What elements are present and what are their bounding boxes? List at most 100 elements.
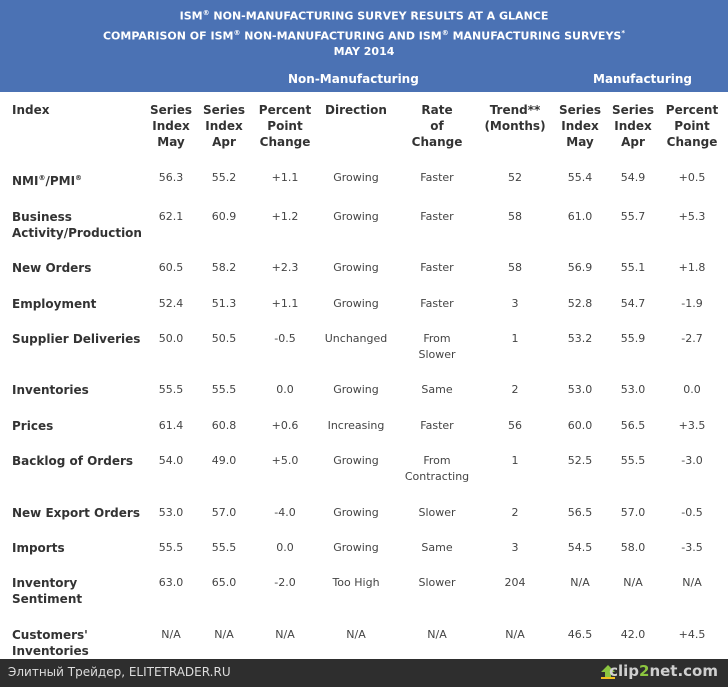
table-cell: Unchanged xyxy=(324,332,388,345)
table-cell: 58.2 xyxy=(211,261,237,274)
table-cell: 49.0 xyxy=(211,454,237,467)
table-cell: 55.5 xyxy=(620,454,646,467)
banner-title: ISM® NON-MANUFACTURING SURVEY RESULTS AT… xyxy=(179,9,549,23)
table-cell: 3 xyxy=(511,297,519,310)
table-cell: 52.4 xyxy=(158,297,184,310)
table-cell: 58 xyxy=(508,261,522,274)
table-cell: N/A xyxy=(623,576,643,589)
table-cell: -0.5 xyxy=(681,506,703,519)
table-cell: Faster xyxy=(420,297,454,310)
group-label-manufacturing: Manufacturing xyxy=(593,72,692,86)
table-cell: 55.5 xyxy=(211,541,237,554)
table-cell: 56.3 xyxy=(158,171,184,184)
table-cell: 62.1 xyxy=(158,210,184,223)
table-cell: -2.7 xyxy=(681,332,703,345)
table-cell: Growing xyxy=(333,454,379,467)
table-cell: 55.5 xyxy=(211,383,237,396)
table-cell: 63.0 xyxy=(158,576,184,589)
table-cell: From Slower xyxy=(418,332,456,361)
row-index-label: Inventories xyxy=(12,383,89,397)
table-cell: Growing xyxy=(333,506,379,519)
row-index-label: Backlog of Orders xyxy=(12,454,134,468)
table-cell: N/A xyxy=(505,628,525,641)
table-cell: +1.8 xyxy=(678,261,706,274)
table-cell: 60.8 xyxy=(211,419,237,432)
row-index-label: NMI®/PMI® xyxy=(12,174,83,188)
table-cell: 55.5 xyxy=(158,383,184,396)
table-cell: 54.7 xyxy=(620,297,646,310)
table-cell: Growing xyxy=(333,383,379,396)
table-cell: +1.2 xyxy=(271,210,299,223)
row-index-label: Customers' Inventories xyxy=(12,628,89,658)
table-cell: -0.5 xyxy=(274,332,296,345)
column-header: Series Index Apr xyxy=(202,103,246,149)
table-cell: 55.7 xyxy=(620,210,646,223)
table-cell: N/A xyxy=(570,576,590,589)
table-cell: 55.5 xyxy=(158,541,184,554)
row-index-label: Prices xyxy=(12,419,54,433)
table-cell: N/A xyxy=(214,628,234,641)
banner-subtitle: COMPARISON OF ISM® NON-MANUFACTURING AND… xyxy=(102,29,626,43)
table-cell: 56.5 xyxy=(567,506,593,519)
table-cell: 0.0 xyxy=(683,383,701,396)
table-cell: 2 xyxy=(511,506,519,519)
table-cell: 2 xyxy=(511,383,519,396)
table-cell: +5.0 xyxy=(271,454,299,467)
row-index-label: Inventory Sentiment xyxy=(12,576,83,606)
row-index-label: New Orders xyxy=(12,261,92,275)
table-cell: N/A xyxy=(346,628,366,641)
table-cell: 54.5 xyxy=(567,541,593,554)
report-banner: ISM® NON-MANUFACTURING SURVEY RESULTS AT… xyxy=(0,0,728,92)
column-header: Percent Point Change xyxy=(258,103,312,149)
column-header: Rate of Change xyxy=(411,103,463,149)
clip2net-arrow-icon xyxy=(601,665,615,679)
table-cell: N/A xyxy=(275,628,295,641)
table-cell: +1.1 xyxy=(271,171,299,184)
table-cell: 204 xyxy=(504,576,526,589)
table-cell: 60.0 xyxy=(567,419,593,432)
column-header: Series Index May xyxy=(149,103,193,149)
table-cell: -4.0 xyxy=(274,506,296,519)
row-index-label: Supplier Deliveries xyxy=(12,332,141,346)
row-index-label: Business Activity/Production xyxy=(12,210,142,240)
table-cell: From Contracting xyxy=(404,454,470,483)
table-cell: 50.5 xyxy=(211,332,237,345)
table-cell: +5.3 xyxy=(678,210,706,223)
table-cell: 56 xyxy=(508,419,522,432)
table-cell: 1 xyxy=(511,332,519,345)
table-cell: 57.0 xyxy=(620,506,646,519)
column-header: Index xyxy=(12,103,50,117)
group-label-non-manufacturing: Non-Manufacturing xyxy=(288,72,419,86)
table-cell: N/A xyxy=(682,576,702,589)
table-cell: Slower xyxy=(418,576,456,589)
table-cell: 60.9 xyxy=(211,210,237,223)
table-cell: Slower xyxy=(418,506,456,519)
table-cell: -1.9 xyxy=(681,297,703,310)
column-header: Trend** (Months) xyxy=(484,103,546,133)
table-cell: 52 xyxy=(508,171,522,184)
table-cell: +0.5 xyxy=(678,171,706,184)
table-cell: Faster xyxy=(420,171,454,184)
table-cell: 3 xyxy=(511,541,519,554)
table-cell: Growing xyxy=(333,261,379,274)
table-cell: N/A xyxy=(427,628,447,641)
table-cell: Growing xyxy=(333,297,379,310)
table-cell: +3.5 xyxy=(678,419,706,432)
table-cell: 57.0 xyxy=(211,506,237,519)
table-cell: N/A xyxy=(161,628,181,641)
table-cell: 53.0 xyxy=(158,506,184,519)
table-cell: 61.4 xyxy=(158,419,184,432)
table-cell: Growing xyxy=(333,210,379,223)
table-cell: Same xyxy=(421,383,453,396)
table-cell: 65.0 xyxy=(211,576,237,589)
table-cell: 54.0 xyxy=(158,454,184,467)
table-cell: 53.0 xyxy=(620,383,646,396)
table-cell: 50.0 xyxy=(158,332,184,345)
banner-date: MAY 2014 xyxy=(333,45,395,58)
table-cell: 55.9 xyxy=(620,332,646,345)
table-cell: 56.5 xyxy=(620,419,646,432)
clip2net-logo: clip2net.com xyxy=(609,662,718,680)
column-header: Series Index May xyxy=(558,103,602,149)
table-cell: Growing xyxy=(333,171,379,184)
table-cell: 53.2 xyxy=(567,332,593,345)
